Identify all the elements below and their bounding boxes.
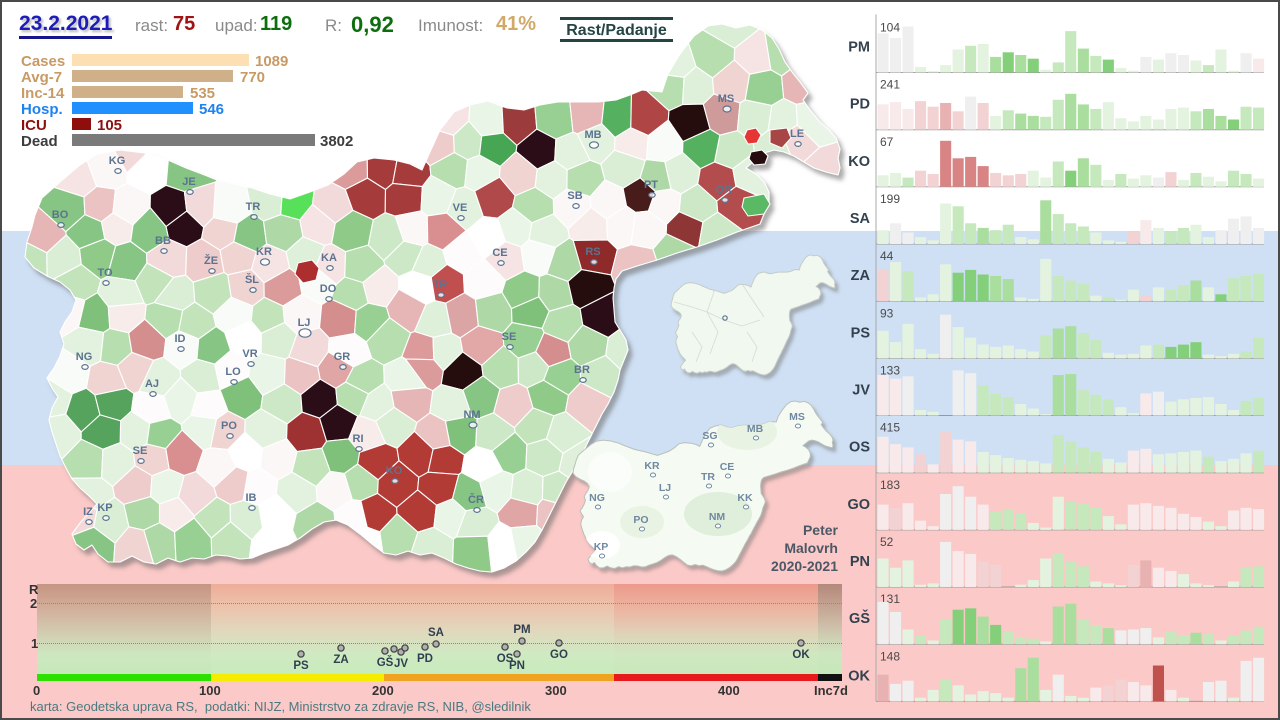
svg-text:OR: OR xyxy=(716,184,733,196)
svg-text:ČR: ČR xyxy=(468,493,484,506)
svg-text:VE: VE xyxy=(453,202,468,214)
svg-text:148: 148 xyxy=(880,649,900,663)
svg-text:NG: NG xyxy=(589,492,605,504)
svg-text:TR: TR xyxy=(246,201,261,213)
svg-text:GO: GO xyxy=(550,649,568,661)
svg-text:VR: VR xyxy=(242,348,257,360)
svg-text:JE: JE xyxy=(182,176,195,188)
svg-text:BB: BB xyxy=(155,235,171,247)
svg-text:ŠL: ŠL xyxy=(245,273,259,286)
svg-text:93: 93 xyxy=(880,306,894,320)
svg-text:ŽE: ŽE xyxy=(204,254,218,267)
svg-text:OK: OK xyxy=(848,668,870,684)
svg-text:SB: SB xyxy=(567,190,582,202)
svg-text:LJ: LJ xyxy=(659,482,671,494)
svg-text:KR: KR xyxy=(644,460,660,472)
svg-text:PS: PS xyxy=(851,325,871,341)
svg-text:KO: KO xyxy=(386,465,403,477)
svg-text:KA: KA xyxy=(321,252,337,264)
svg-text:44: 44 xyxy=(880,249,894,263)
svg-text:KG: KG xyxy=(109,155,126,167)
svg-text:OS: OS xyxy=(497,653,514,665)
svg-text:KO: KO xyxy=(848,154,870,170)
svg-text:PM: PM xyxy=(848,40,870,56)
svg-text:SA: SA xyxy=(428,627,444,639)
svg-text:GŠ: GŠ xyxy=(849,609,870,627)
svg-text:DO: DO xyxy=(320,283,337,295)
svg-text:415: 415 xyxy=(880,421,900,435)
svg-text:OK: OK xyxy=(792,649,810,661)
svg-text:PO: PO xyxy=(221,420,237,432)
svg-text:183: 183 xyxy=(880,478,900,492)
svg-text:NM: NM xyxy=(709,511,726,523)
svg-text:LO: LO xyxy=(225,366,241,378)
svg-text:LJ: LJ xyxy=(298,317,311,329)
svg-text:SE: SE xyxy=(133,445,148,457)
svg-text:RI: RI xyxy=(353,433,364,445)
svg-text:AJ: AJ xyxy=(145,378,159,390)
svg-text:PS: PS xyxy=(293,660,309,672)
svg-text:OS: OS xyxy=(849,440,870,456)
svg-text:67: 67 xyxy=(880,135,894,149)
svg-text:PT: PT xyxy=(644,179,658,191)
svg-text:52: 52 xyxy=(880,535,894,549)
svg-text:LE: LE xyxy=(790,128,804,140)
svg-text:MS: MS xyxy=(789,411,805,423)
svg-text:TR: TR xyxy=(701,471,715,483)
svg-text:133: 133 xyxy=(880,364,900,378)
svg-text:ZA: ZA xyxy=(333,654,348,666)
svg-text:IB: IB xyxy=(246,492,257,504)
svg-text:PN: PN xyxy=(850,554,870,570)
svg-text:PN: PN xyxy=(509,660,525,672)
svg-text:CE: CE xyxy=(720,461,735,473)
svg-text:GR: GR xyxy=(334,351,351,363)
svg-text:IZ: IZ xyxy=(83,506,93,518)
svg-text:PD: PD xyxy=(850,97,870,113)
svg-text:GO: GO xyxy=(847,497,870,513)
svg-text:SG: SG xyxy=(702,430,717,442)
svg-text:RS: RS xyxy=(585,246,600,258)
svg-text:MB: MB xyxy=(584,129,601,141)
svg-text:199: 199 xyxy=(880,192,900,206)
svg-text:NG: NG xyxy=(76,351,93,363)
svg-text:SE: SE xyxy=(502,331,517,343)
svg-text:PM: PM xyxy=(513,624,530,636)
svg-text:BO: BO xyxy=(52,209,69,221)
svg-text:KR: KR xyxy=(256,246,272,258)
svg-text:TO: TO xyxy=(97,267,113,279)
svg-text:CE: CE xyxy=(492,247,507,259)
svg-text:JV: JV xyxy=(852,383,870,399)
svg-text:104: 104 xyxy=(880,21,900,35)
svg-text:TR: TR xyxy=(433,279,448,291)
svg-text:MS: MS xyxy=(718,93,735,105)
svg-text:MB: MB xyxy=(747,423,764,435)
svg-text:KP: KP xyxy=(97,502,112,514)
svg-text:NM: NM xyxy=(463,409,480,421)
svg-text:PO: PO xyxy=(633,514,648,526)
svg-text:JV: JV xyxy=(394,658,408,670)
svg-text:PD: PD xyxy=(417,653,433,665)
svg-text:SA: SA xyxy=(850,211,871,227)
svg-text:BR: BR xyxy=(574,364,590,376)
svg-text:KK: KK xyxy=(737,492,753,504)
svg-text:GŠ: GŠ xyxy=(377,656,394,669)
svg-text:KP: KP xyxy=(594,541,609,553)
svg-text:241: 241 xyxy=(880,78,900,92)
svg-text:ZA: ZA xyxy=(851,268,871,284)
svg-text:ID: ID xyxy=(175,333,186,345)
